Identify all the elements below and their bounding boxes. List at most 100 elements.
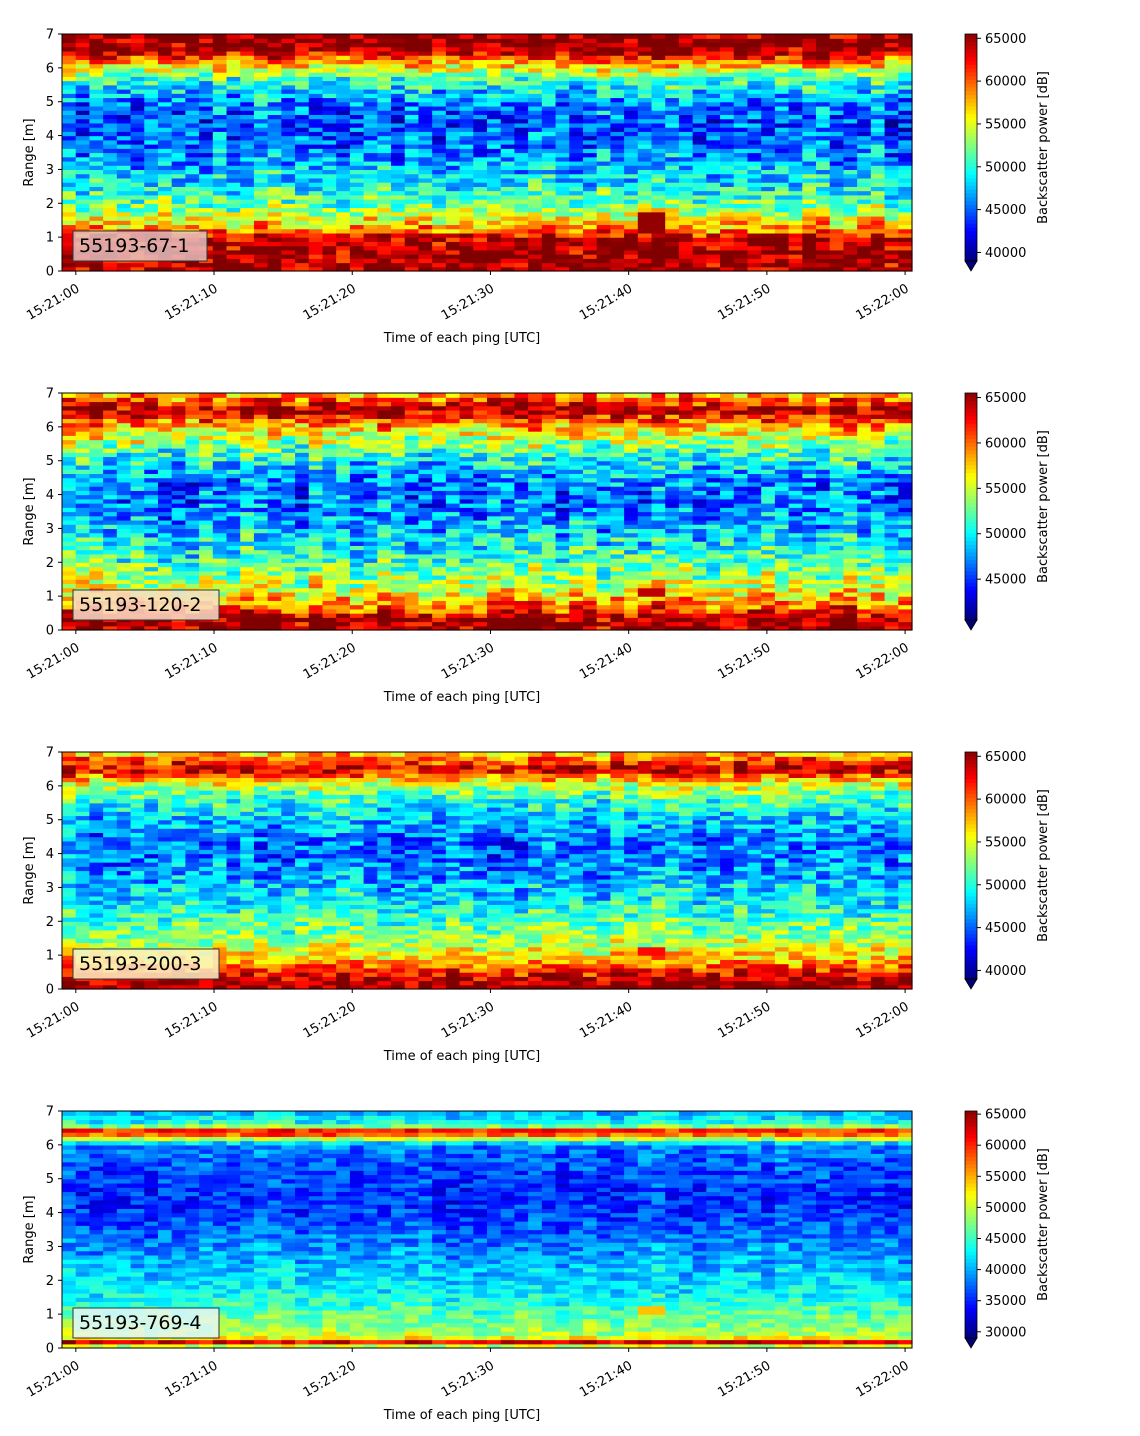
- heatmap-cell: [267, 519, 282, 525]
- heatmap-cell: [445, 169, 461, 175]
- heatmap-cell: [404, 97, 420, 103]
- heatmap-cell: [391, 528, 406, 534]
- heatmap-cell: [377, 414, 392, 419]
- heatmap-cell: [75, 524, 91, 530]
- heatmap-cell: [391, 110, 406, 116]
- heatmap-cell: [706, 76, 721, 82]
- heatmap-cell: [843, 110, 858, 116]
- heatmap-cell: [665, 165, 680, 171]
- heatmap-cell: [418, 207, 433, 213]
- heatmap-cell: [720, 241, 735, 247]
- heatmap-cell: [870, 186, 886, 192]
- heatmap-cell: [116, 67, 132, 73]
- heatmap-cell: [459, 160, 474, 166]
- heatmap-cell: [116, 139, 132, 145]
- heatmap-cell: [157, 545, 173, 551]
- heatmap-cell: [432, 50, 447, 56]
- heatmap-cell: [267, 511, 282, 517]
- heatmap-cell: [870, 199, 886, 204]
- heatmap-cell: [75, 405, 91, 411]
- heatmap-cell: [391, 401, 406, 407]
- heatmap-cell: [349, 452, 365, 458]
- heatmap-cell: [747, 182, 762, 187]
- heatmap-cell: [226, 515, 241, 521]
- heatmap-cell: [130, 122, 145, 128]
- heatmap-cell: [363, 76, 378, 82]
- heatmap-cell: [788, 55, 803, 60]
- heatmap-cell: [445, 211, 461, 217]
- heatmap-cell: [432, 211, 447, 217]
- heatmap-cell: [363, 464, 378, 470]
- heatmap-cell: [130, 156, 145, 162]
- heatmap-cell: [62, 583, 77, 589]
- heatmap-cell: [171, 443, 186, 449]
- heatmap-cell: [62, 249, 77, 255]
- heatmap-cell: [459, 177, 474, 183]
- heatmap-cell: [253, 190, 269, 196]
- heatmap-cell: [336, 34, 351, 39]
- heatmap-cell: [144, 38, 159, 44]
- heatmap-cell: [89, 215, 104, 221]
- heatmap-cell: [363, 600, 378, 606]
- heatmap-cell: [487, 139, 502, 145]
- heatmap-cell: [651, 135, 666, 141]
- heatmap-cell: [624, 50, 639, 56]
- heatmap-cell: [418, 266, 433, 272]
- heatmap-cell: [336, 144, 351, 149]
- heatmap-cell: [226, 464, 241, 470]
- heatmap-cell: [720, 38, 735, 44]
- heatmap-cell: [199, 621, 214, 627]
- heatmap-cell: [253, 574, 269, 580]
- heatmap-cell: [75, 452, 91, 458]
- heatmap-cell: [308, 591, 324, 597]
- heatmap-cell: [363, 84, 378, 90]
- heatmap-cell: [336, 152, 351, 158]
- heatmap-cell: [336, 600, 351, 606]
- heatmap-cell: [802, 266, 817, 272]
- heatmap-cell: [75, 46, 91, 52]
- heatmap-cell: [295, 101, 310, 107]
- heatmap-cell: [89, 97, 104, 103]
- colorbar-segment: [965, 56, 977, 62]
- heatmap-cell: [144, 553, 159, 559]
- heatmap-cell: [555, 241, 570, 247]
- heatmap-cell: [761, 59, 776, 65]
- heatmap-cell: [857, 76, 872, 82]
- heatmap-cell: [267, 194, 282, 200]
- heatmap-cell: [391, 494, 406, 500]
- colorbar-segment: [965, 117, 977, 122]
- heatmap-cell: [157, 570, 173, 576]
- heatmap-cell: [843, 97, 858, 103]
- heatmap-cell: [514, 207, 529, 213]
- heatmap-cell: [130, 144, 145, 149]
- heatmap-cell: [788, 46, 803, 52]
- heatmap-cell: [267, 266, 282, 272]
- heatmap-cell: [843, 173, 858, 179]
- heatmap-cell: [349, 608, 365, 614]
- heatmap-cell: [336, 583, 351, 589]
- heatmap-cell: [253, 50, 269, 56]
- heatmap-cell: [555, 89, 570, 94]
- heatmap-cell: [692, 118, 707, 124]
- heatmap-cell: [870, 169, 886, 175]
- heatmap-cell: [678, 165, 694, 171]
- heatmap-cell: [788, 232, 803, 238]
- heatmap-cell: [226, 215, 241, 221]
- heatmap-cell: [528, 93, 543, 99]
- y-tick-label: 7: [46, 28, 54, 43]
- heatmap-cell: [281, 600, 296, 606]
- heatmap-cell: [802, 160, 817, 166]
- heatmap-cell: [62, 608, 77, 614]
- heatmap-cell: [555, 118, 570, 124]
- heatmap-cell: [240, 203, 255, 209]
- heatmap-cell: [103, 190, 118, 196]
- heatmap-cell: [185, 469, 200, 475]
- heatmap-cell: [596, 237, 611, 242]
- heatmap-cell: [62, 84, 77, 90]
- heatmap-cell: [816, 89, 831, 94]
- heatmap-cell: [212, 118, 228, 124]
- heatmap-cell: [391, 105, 406, 111]
- heatmap-cell: [116, 532, 132, 538]
